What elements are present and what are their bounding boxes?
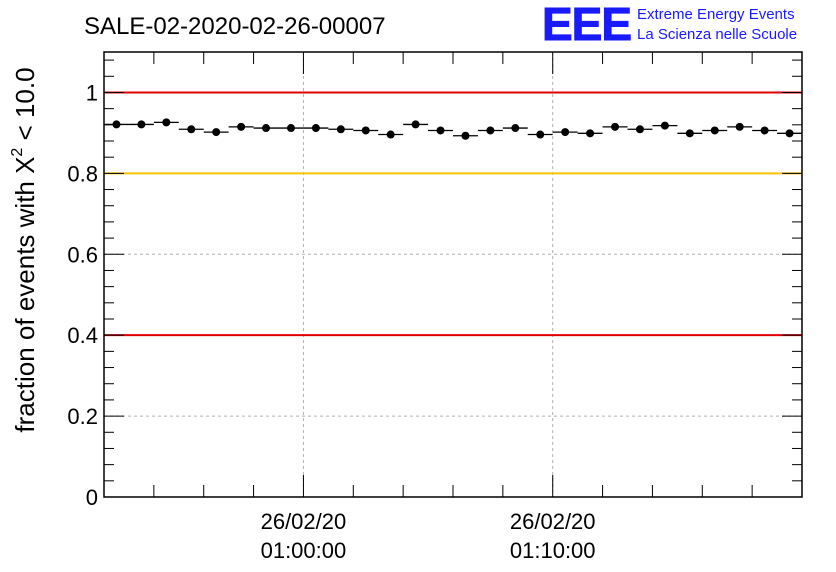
data-point bbox=[785, 129, 794, 138]
data-point bbox=[511, 124, 520, 133]
tick-labels: 0 0.2 0.4 0.6 0.8 1 26/02/20 01:00:00 26/02/20 01… bbox=[67, 80, 595, 563]
logo-line-1: Extreme Energy Events bbox=[637, 6, 795, 23]
data-point bbox=[411, 120, 420, 129]
data-point bbox=[137, 120, 146, 129]
x-tick-label-date: 26/02/20 bbox=[261, 509, 347, 534]
data-point bbox=[635, 125, 644, 134]
x-tick-label-time: 01:00:00 bbox=[261, 538, 347, 563]
data-point bbox=[162, 118, 171, 127]
data-point bbox=[586, 129, 595, 138]
y-tick-label: 1 bbox=[86, 80, 98, 105]
y-tick-label: 0.8 bbox=[67, 161, 98, 186]
data-point bbox=[436, 126, 445, 135]
data-point bbox=[311, 124, 320, 133]
x-tick-label-time: 01:10:00 bbox=[510, 538, 596, 563]
data-point bbox=[187, 125, 196, 134]
plot-frame bbox=[103, 51, 803, 498]
data-point bbox=[286, 124, 295, 133]
data-point bbox=[486, 126, 495, 135]
reference-lines bbox=[104, 91, 802, 337]
data-point bbox=[561, 128, 570, 137]
data-point bbox=[735, 122, 744, 131]
data-point bbox=[212, 128, 221, 137]
data-point bbox=[760, 126, 769, 135]
y-tick-label: 0.4 bbox=[67, 323, 98, 348]
data-point bbox=[710, 126, 719, 135]
data-point bbox=[361, 126, 370, 135]
data-point bbox=[262, 124, 271, 133]
y-tick-label: 0 bbox=[86, 485, 98, 510]
data-point bbox=[611, 122, 620, 131]
data-point bbox=[660, 121, 669, 130]
data-point bbox=[536, 130, 545, 139]
eee-logo: EEE bbox=[542, 0, 631, 50]
data-point bbox=[112, 120, 121, 129]
data-point bbox=[336, 125, 345, 134]
logo-line-2: La Scienza nelle Scuole bbox=[637, 26, 797, 43]
data-point bbox=[237, 122, 246, 131]
axis-ticks bbox=[103, 52, 803, 498]
data-points bbox=[104, 118, 802, 140]
x-tick-label-date: 26/02/20 bbox=[510, 509, 596, 534]
y-tick-label: 0.6 bbox=[67, 242, 98, 267]
data-point bbox=[461, 131, 470, 140]
run-title: SALE-02-2020-02-26-00007 bbox=[84, 13, 386, 40]
data-point bbox=[386, 130, 395, 139]
grid-lines bbox=[104, 52, 802, 497]
y-tick-label: 0.2 bbox=[67, 404, 98, 429]
y-axis-label: fraction of events with X2 < 10.0 bbox=[9, 67, 40, 432]
data-point bbox=[685, 129, 694, 138]
